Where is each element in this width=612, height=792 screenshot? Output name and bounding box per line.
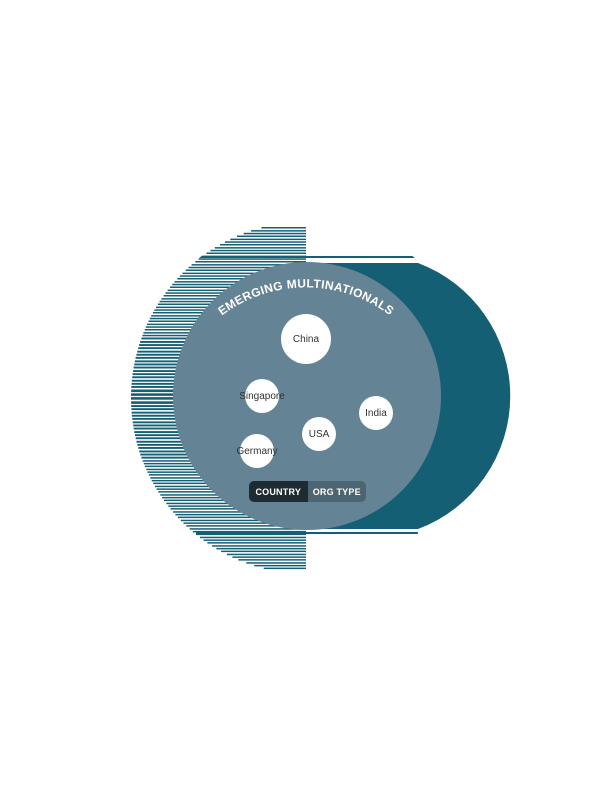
view-toggle: COUNTRY ORG TYPE: [249, 481, 366, 502]
toggle-org-type-button[interactable]: ORG TYPE: [307, 481, 366, 502]
stripe-line: [263, 567, 306, 570]
stripe-line: [182, 272, 306, 275]
stripe-line: [180, 519, 306, 522]
stripe-line: [175, 513, 306, 516]
bubble-usa-circle: [302, 417, 336, 451]
bubble-india-circle: [359, 396, 393, 430]
stripe-line: [207, 542, 306, 544]
bubble-germany-label: Germany: [236, 446, 277, 457]
stripe-line: [221, 550, 306, 553]
bubble-usa-label: USA: [309, 429, 330, 440]
stripe-line: [251, 230, 306, 232]
stripe-line: [189, 528, 306, 530]
stripe-line: [192, 530, 306, 533]
bubble-singapore-label: Singapore: [239, 391, 285, 402]
stripe-line: [226, 553, 306, 556]
stripe-line: [261, 227, 306, 229]
bubble-germany-circle: [240, 434, 274, 468]
stripe-line: [173, 511, 306, 513]
toggle-country-button[interactable]: COUNTRY: [249, 481, 308, 502]
bubble-china-label: China: [293, 334, 320, 345]
outer-ring-cap-bar: [196, 256, 418, 258]
stripe-line: [177, 278, 306, 280]
stripe-line: [195, 261, 306, 263]
stripe-line: [206, 252, 306, 254]
stripe-line: [186, 525, 306, 527]
stripe-line: [179, 275, 306, 277]
stripe-line: [203, 539, 306, 541]
stripe-line: [237, 235, 306, 237]
outer-ring-base-bar: [196, 532, 418, 534]
stripe-line: [243, 232, 306, 235]
bubble-singapore[interactable]: Singapore: [239, 379, 285, 413]
stripe-line: [210, 249, 306, 252]
stripe-line: [246, 562, 306, 564]
stripe-line: [183, 522, 306, 524]
bubble-china-circle: [281, 314, 331, 364]
stripe-line: [224, 241, 306, 243]
stripe-line: [188, 266, 306, 269]
stripe-line: [199, 536, 306, 539]
stripe-line: [177, 516, 306, 519]
stripe-line: [230, 238, 306, 241]
stripe-line: [220, 244, 306, 246]
stripe-line: [212, 545, 306, 547]
stripe-line: [214, 247, 306, 249]
stripe-line: [196, 533, 306, 536]
stripe-line: [198, 258, 306, 260]
stripe-line: [254, 564, 306, 567]
inner-circle: [173, 262, 441, 530]
bubble-india-label: India: [365, 408, 387, 419]
bubble-germany[interactable]: Germany: [236, 434, 278, 468]
stripe-line: [185, 269, 306, 271]
stripe-line: [232, 556, 306, 558]
stripe-line: [191, 264, 306, 266]
bubble-singapore-circle: [245, 379, 279, 413]
bubble-india[interactable]: India: [359, 396, 393, 430]
bubble-china[interactable]: China: [281, 314, 331, 364]
bubble-usa[interactable]: USA: [302, 417, 336, 451]
stripe-line: [238, 559, 306, 561]
stripe-line: [216, 547, 306, 550]
